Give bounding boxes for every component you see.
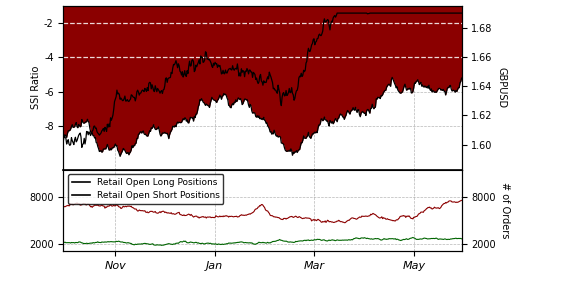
Y-axis label: # of Orders: # of Orders: [500, 182, 510, 239]
Y-axis label: SSI Ratio: SSI Ratio: [31, 66, 41, 109]
Y-axis label: GBPUSD: GBPUSD: [497, 67, 507, 108]
Legend: Retail Open Long Positions, Retail Open Short Positions: Retail Open Long Positions, Retail Open …: [68, 174, 223, 204]
